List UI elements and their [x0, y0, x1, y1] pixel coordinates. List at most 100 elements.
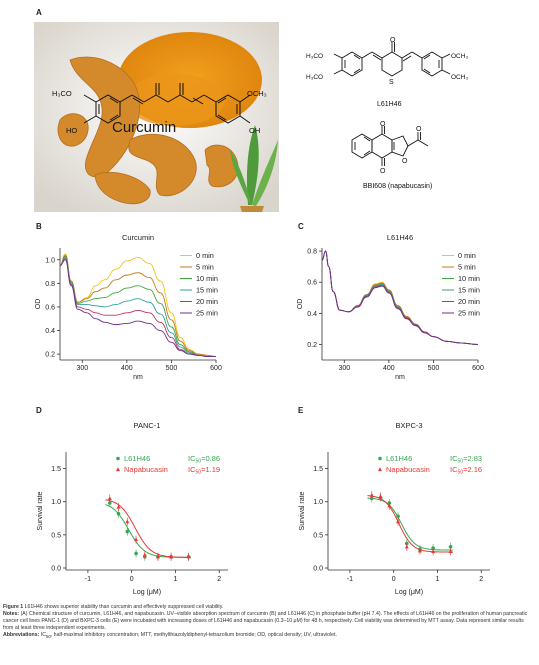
turmeric-roots	[57, 56, 239, 205]
chart-b-y-tick-label: 0.8	[45, 281, 55, 288]
curcumin-photo-label: Curcumin	[112, 119, 176, 136]
chart-d-y-label: Survival rate	[37, 491, 44, 530]
chart-b-x-tick-label: 500	[166, 365, 178, 372]
chart-e-y-tick-label: 0.5	[313, 532, 323, 539]
curcumin-left-methoxy: H₃CO	[52, 89, 72, 98]
chart-c-y-label: OD	[297, 299, 304, 310]
chart-c-legend-label: 20 min	[458, 297, 480, 306]
chart-c-l61h46-spectrum: L61H46 300 400 500 600 0.2 0.4 0.6 0.8 nm OD 0 min 5…	[297, 233, 484, 381]
chart-d-x-tick-label: -1	[85, 576, 91, 583]
chart-b-series-line	[59, 258, 216, 357]
chart-d-data-point	[116, 504, 121, 509]
l61h46-methoxy-bottom-left: H₃CO	[306, 74, 323, 81]
curcumin-photo: H₃CO HO OCH₃ OH Curcumin	[34, 22, 279, 212]
chart-d-data-point	[125, 519, 130, 524]
chart-b-title: Curcumin	[122, 233, 154, 242]
bbi608-oxygen-top: O	[380, 121, 386, 128]
chart-b-series-line	[59, 254, 217, 357]
chart-b-legend-label: 15 min	[196, 286, 218, 295]
bbi608-oxygen-ring: O	[402, 158, 408, 165]
chart-b-y-tick-label: 0.6	[45, 304, 55, 311]
chart-b-series-line	[59, 256, 216, 357]
chart-d-data-point	[107, 496, 112, 501]
chart-b-x-tick-label: 600	[210, 365, 222, 372]
chart-d-y-tick-label: 0.5	[51, 532, 61, 539]
caption-abbr-label: Abbreviations:	[3, 632, 40, 639]
l61h46-sulfur: S	[389, 79, 394, 86]
chart-b-y-tick-label: 0.2	[45, 352, 55, 359]
chart-c-series-line	[321, 250, 479, 345]
chart-e-y-tick-label: 0.0	[313, 566, 323, 573]
chart-d-y-tick-label: 1.0	[51, 499, 61, 506]
chart-b-x-label: nm	[133, 374, 143, 381]
chart-d-ic50-label: IC50=0.86	[188, 454, 220, 465]
curcumin-right-methoxy: OCH₃	[247, 89, 267, 98]
chart-c-y-tick-label: 0.4	[307, 311, 317, 318]
panel-letter-b: B	[36, 222, 42, 231]
chart-b-legend-label: 0 min	[196, 251, 214, 260]
chart-b-x-tick-label: 300	[76, 365, 88, 372]
l61h46-methoxy-top-right: OCH₃	[451, 53, 468, 60]
chart-d-data-point	[134, 537, 139, 542]
chart-c-y-tick-label: 0.2	[307, 342, 317, 349]
chart-b-legend-label: 5 min	[196, 263, 214, 272]
chart-c-x-tick-label: 400	[383, 365, 395, 372]
chart-e-ic50-label: IC50=2.16	[450, 465, 482, 476]
chart-b-y-label: OD	[35, 299, 42, 310]
chart-c-series-line	[321, 250, 479, 345]
chart-d-data-point	[169, 554, 174, 559]
chart-d-ic50-label: IC50=1.19	[188, 465, 220, 476]
chart-e-legend-label: L61H46	[386, 454, 412, 463]
chart-d-panc1-viability: PANC-1 -1 0 1 2 0.0 0.5 1.0 1.5 Log (μM) Survival …	[37, 421, 228, 596]
turmeric-leaf	[230, 125, 278, 212]
chart-d-y-tick-label: 1.5	[51, 466, 61, 473]
chart-c-x-tick-label: 600	[472, 365, 484, 372]
chart-c-x-tick-label: 300	[338, 365, 350, 372]
l61h46-oxygen: O	[390, 37, 396, 44]
chart-e-title: BXPC-3	[395, 421, 422, 430]
chart-b-y-tick-label: 1.0	[45, 257, 55, 264]
chart-c-y-tick-label: 0.6	[307, 280, 317, 287]
chart-c-legend-label: 0 min	[458, 251, 476, 260]
chart-e-data-point	[431, 549, 436, 554]
chart-c-series-line	[321, 250, 479, 345]
chart-b-series-line	[59, 255, 216, 357]
caption-notes-label: Notes:	[3, 611, 20, 618]
figure-caption: Figure 1 L61H46 shows superior stability…	[3, 604, 535, 641]
caption-abbr-ic: IC	[39, 632, 46, 639]
l61h46-methoxy-bottom-right: OCH₃	[451, 74, 468, 81]
chart-e-data-point	[369, 492, 374, 497]
bbi608-structure	[351, 126, 429, 166]
chart-d-data-point	[186, 554, 191, 559]
chart-e-legend-label: Napabucasin	[386, 465, 430, 474]
chart-c-legend-label: 5 min	[458, 263, 476, 272]
panel-letter-e: E	[298, 406, 304, 415]
chart-e-legend-marker	[378, 456, 382, 461]
chart-d-x-tick-label: 1	[174, 576, 178, 583]
caption-abbr-sub: 50	[45, 634, 51, 640]
chart-d-data-point	[116, 511, 121, 516]
l61h46-label: L61H46	[377, 101, 402, 108]
caption-abbr-text: , half-maximal inhibitory concentration;…	[50, 632, 337, 639]
caption-notes: Notes: (A) Chemical structure of curcumi…	[3, 611, 535, 632]
chart-e-data-point	[396, 519, 401, 524]
chart-c-series-line	[321, 250, 479, 345]
chart-c-series-line	[321, 250, 479, 345]
chart-d-y-tick-label: 0.0	[51, 566, 61, 573]
l61h46-structure	[333, 42, 451, 77]
chart-d-x-label: Log (μM)	[133, 589, 161, 596]
panel-a-structures: H₃CO HO OCH₃ OH Curcumin O S H₃CO H₃CO O…	[34, 22, 468, 212]
chart-e-x-tick-label: 2	[479, 576, 483, 583]
chart-d-fit-curve	[105, 499, 191, 558]
chart-e-fit-curve	[367, 497, 453, 551]
chart-d-legend-marker	[116, 467, 120, 472]
chart-e-x-tick-label: 0	[392, 576, 396, 583]
chart-e-data-point	[396, 514, 400, 519]
chart-d-x-tick-label: 0	[130, 576, 134, 583]
chart-e-x-tick-label: 1	[436, 576, 440, 583]
curcumin-left-hydroxy: HO	[66, 126, 77, 135]
caption-figure-label: Figure 1	[3, 604, 24, 610]
chart-e-x-label: Log (μM)	[395, 589, 423, 596]
chart-e-legend-marker	[378, 467, 382, 472]
chart-e-bxpc3-viability: BXPC-3 -1 0 1 2 0.0 0.5 1.0 1.5 Log (μM) Survival …	[299, 421, 490, 596]
